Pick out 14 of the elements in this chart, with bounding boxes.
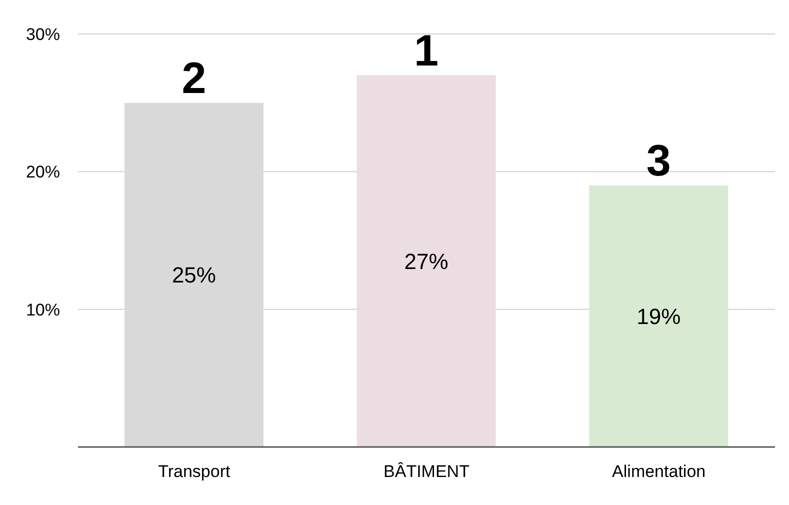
x-tick-label: Alimentation — [612, 462, 706, 482]
y-tick-label: 20% — [26, 162, 60, 182]
data-label: 27% — [404, 248, 448, 274]
annotation: 3 — [646, 136, 671, 186]
x-tick-label: BÂTIMENT — [384, 462, 470, 482]
data-label: 19% — [636, 304, 681, 330]
annotation: 1 — [414, 26, 439, 76]
bar — [589, 185, 728, 447]
annotation: 2 — [182, 54, 206, 103]
x-tick-label: Transport — [158, 462, 230, 482]
data-label: 25% — [172, 262, 216, 288]
y-tick-label: 10% — [26, 300, 60, 320]
bar — [356, 75, 496, 447]
y-tick-label: 30% — [26, 25, 60, 44]
